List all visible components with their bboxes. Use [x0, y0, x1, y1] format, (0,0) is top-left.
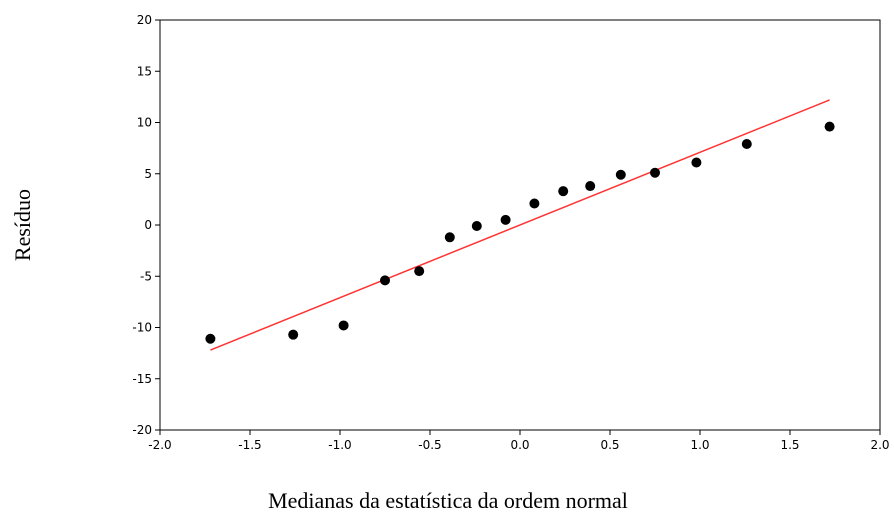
data-point	[585, 181, 596, 192]
data-point	[615, 169, 626, 180]
x-tick-label: 1.5	[780, 438, 799, 452]
data-point	[650, 167, 660, 178]
data-point	[529, 198, 540, 209]
data-point	[741, 139, 752, 150]
x-tick-label: -1.0	[328, 438, 351, 452]
data-point	[444, 232, 455, 243]
y-axis-title: Resíduo	[10, 189, 35, 261]
data-point	[414, 266, 425, 277]
y-tick-label: -15	[132, 372, 152, 386]
y-tick-label: -10	[132, 321, 152, 335]
x-axis-title: Medianas da estatística da ordem normal	[268, 488, 628, 513]
x-tick-label: -0.5	[418, 438, 441, 452]
y-tick-label: -5	[140, 269, 152, 283]
y-tick-label: 0	[144, 218, 152, 232]
data-point	[471, 221, 482, 232]
data-points-layer	[205, 121, 835, 344]
fit-line-layer	[210, 99, 830, 351]
fit-line	[210, 99, 830, 351]
y-tick-label: 20	[137, 13, 152, 27]
x-axis: -2.0 -1.5 -1.0 -0.5 0.0 0.5 1.0 1.5 2.0	[148, 430, 890, 452]
data-point	[288, 329, 299, 340]
data-point	[558, 186, 569, 197]
y-tick-label: -20	[132, 423, 152, 437]
data-point	[824, 121, 835, 132]
data-point	[205, 333, 216, 344]
x-tick-label: -1.5	[238, 438, 261, 452]
y-tick-label: 5	[144, 167, 152, 181]
x-tick-label: 2.0	[870, 438, 889, 452]
data-point	[500, 214, 511, 225]
x-tick-label: -2.0	[148, 438, 171, 452]
data-point	[380, 275, 390, 286]
x-tick-label: 0.0	[510, 438, 529, 452]
y-axis: -20 -15 -10 -5 0 5 10 15 20	[132, 13, 160, 437]
x-tick-label: 0.5	[600, 438, 619, 452]
data-point	[691, 157, 702, 168]
y-tick-label: 15	[137, 64, 152, 78]
y-tick-label: 10	[137, 116, 152, 130]
data-point	[338, 320, 349, 331]
x-tick-label: 1.0	[690, 438, 709, 452]
